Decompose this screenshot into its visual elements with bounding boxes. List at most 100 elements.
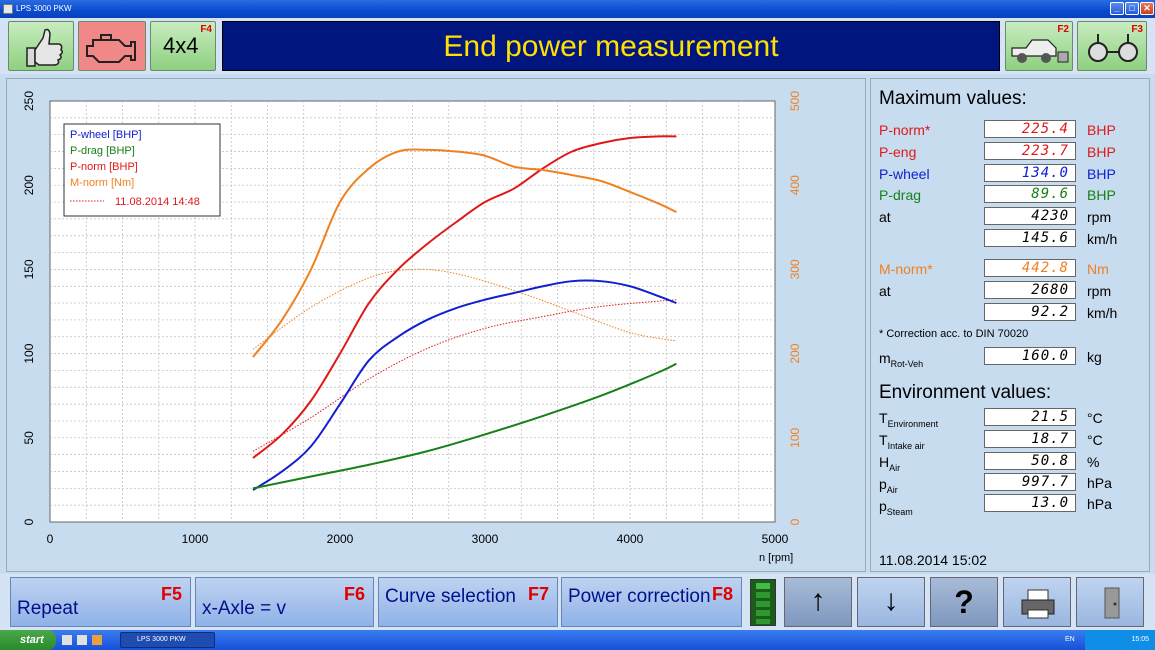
thumbs-up-button[interactable] <box>8 21 74 71</box>
p-wheel-label: P-wheel <box>879 166 930 182</box>
legend-item: M-norm [Nm] <box>70 177 134 189</box>
y-left-tick-label: 50 <box>22 431 36 445</box>
p-max-speed-unit: km/h <box>1087 231 1118 247</box>
t-intake-unit: °C <box>1087 432 1103 448</box>
p-norm-unit: BHP <box>1087 122 1116 138</box>
p-steam-unit: hPa <box>1087 496 1112 512</box>
p-drag-value: 89.6 <box>984 185 1076 203</box>
down-button[interactable]: ↓ <box>857 577 925 627</box>
exit-button[interactable] <box>1076 577 1144 627</box>
t-environment-unit: °C <box>1087 410 1103 426</box>
p-steam-value: 13.0 <box>984 494 1076 512</box>
p-max-rpm-value: 4230 <box>984 207 1076 225</box>
values-panel: Maximum values: P-norm* 225.4 BHP P-eng … <box>870 78 1150 572</box>
env-label: TEnvironment <box>879 410 939 429</box>
printer-icon <box>1021 589 1055 619</box>
curve-selection-button[interactable]: Curve selection F7 <box>378 577 558 627</box>
chart-legend: P-wheel [BHP] P-drag [BHP] P-norm [BHP] … <box>63 123 221 217</box>
legend-item: P-norm [BHP] <box>70 161 138 173</box>
y-left-tick-label: 150 <box>22 259 36 279</box>
help-button[interactable]: ? <box>930 577 998 627</box>
m-norm-unit: Nm <box>1087 261 1109 277</box>
p-drag-label: P-drag <box>879 187 922 203</box>
chart-panel: 0 1000 2000 3000 4000 5000 0 50 100 150 200 250 0 1… <box>6 78 866 572</box>
p-norm-value: 225.4 <box>984 120 1076 138</box>
window-titlebar: LPS 3000 PKW _ □ ✕ <box>0 0 1155 18</box>
repeat-button[interactable]: F5 Repeat <box>10 577 191 627</box>
taskbar-item-lps[interactable]: LPS 3000 PKW <box>120 632 215 648</box>
quick-launch-icon[interactable] <box>92 635 102 645</box>
dyno-button[interactable]: F2 <box>1005 21 1073 71</box>
t-intake-value: 18.7 <box>984 430 1076 448</box>
clock: 15:05 <box>1131 636 1149 643</box>
y-left-tick-label: 100 <box>22 343 36 363</box>
f4-key-label: F4 <box>200 24 212 35</box>
print-button[interactable] <box>1003 577 1071 627</box>
f2-key-label: F2 <box>1057 24 1069 35</box>
y-left-tick-label: 0 <box>22 518 36 525</box>
f5-key-label: F5 <box>160 584 182 604</box>
series-line <box>252 362 677 490</box>
y-right-tick-label: 200 <box>788 343 802 363</box>
power-correction-button[interactable]: Power correction F8 <box>561 577 742 627</box>
power-correction-label: Power correction <box>568 586 711 607</box>
start-button[interactable]: start <box>0 630 56 650</box>
x-tick-label: 5000 <box>762 532 789 546</box>
minimize-button[interactable]: _ <box>1110 2 1124 15</box>
reference-line-p-norm <box>252 299 677 452</box>
x-axle-button[interactable]: F6 x-Axle = v <box>195 577 374 627</box>
f7-key-label: F7 <box>527 584 549 604</box>
rollers-icon <box>1088 34 1138 62</box>
system-tray: EN 15:05 <box>1065 630 1155 650</box>
h-air-unit: % <box>1087 454 1100 470</box>
legend-item: P-wheel [BHP] <box>70 129 142 141</box>
p-eng-value: 223.7 <box>984 142 1076 160</box>
legend-item: P-drag [BHP] <box>70 145 135 157</box>
mrot-value: 160.0 <box>984 347 1076 365</box>
app-icon <box>3 4 13 14</box>
din-footnote: * Correction acc. to DIN 70020 <box>879 328 1029 340</box>
4x4-button[interactable]: F4 4x4 <box>150 21 216 71</box>
series-line <box>252 148 677 358</box>
x-axis-ticks: 0 1000 2000 3000 4000 5000 <box>47 532 789 546</box>
at-rpm-label: at <box>879 283 891 299</box>
p-eng-unit: BHP <box>1087 144 1116 160</box>
maximum-values-heading: Maximum values: <box>879 88 1027 109</box>
language-indicator[interactable]: EN <box>1065 636 1075 643</box>
m-norm-value: 442.8 <box>984 259 1076 277</box>
up-button[interactable]: ↑ <box>784 577 852 627</box>
y-right-tick-label: 400 <box>788 175 802 195</box>
rollers-button[interactable]: F3 <box>1077 21 1147 71</box>
quick-launch-icon[interactable] <box>77 635 87 645</box>
chart-lines <box>252 135 677 491</box>
p-drag-unit: BHP <box>1087 187 1116 203</box>
env-label: pAir <box>879 476 898 495</box>
window-title: LPS 3000 PKW <box>16 4 72 13</box>
x-axle-label: x-Axle = v <box>202 598 286 619</box>
current-datetime: 11.08.2014 15:02 <box>879 552 987 568</box>
p-air-value: 997.7 <box>984 473 1076 491</box>
env-label: pSteam <box>879 498 913 517</box>
env-label: HAir <box>879 454 901 473</box>
p-max-rpm-unit: rpm <box>1087 209 1112 225</box>
function-bar: F5 Repeat F6 x-Axle = v Curve selection … <box>0 574 1155 630</box>
y-left-tick-label: 200 <box>22 175 36 195</box>
mrot-label: mRot-Veh <box>879 350 924 369</box>
y-right-ticks: 0 100 200 300 400 500 <box>788 91 802 526</box>
maximize-button[interactable]: □ <box>1125 2 1139 15</box>
y-right-tick-label: 500 <box>788 91 802 111</box>
y-left-tick-label: 250 <box>22 91 36 111</box>
top-toolbar: F4 4x4 End power measurement F2 F3 <box>0 18 1155 74</box>
t-environment-value: 21.5 <box>984 408 1076 426</box>
f3-key-label: F3 <box>1131 24 1143 35</box>
mrot-unit: kg <box>1087 349 1102 365</box>
quick-launch-icon[interactable] <box>62 635 72 645</box>
m-norm-label: M-norm* <box>879 261 933 277</box>
engine-button[interactable] <box>78 21 146 71</box>
door-icon <box>1104 587 1120 619</box>
f8-key-label: F8 <box>711 584 733 604</box>
x-tick-label: 3000 <box>472 532 499 546</box>
close-button[interactable]: ✕ <box>1140 2 1154 15</box>
4x4-label: 4x4 <box>163 33 199 58</box>
environment-values-heading: Environment values: <box>879 382 1052 403</box>
